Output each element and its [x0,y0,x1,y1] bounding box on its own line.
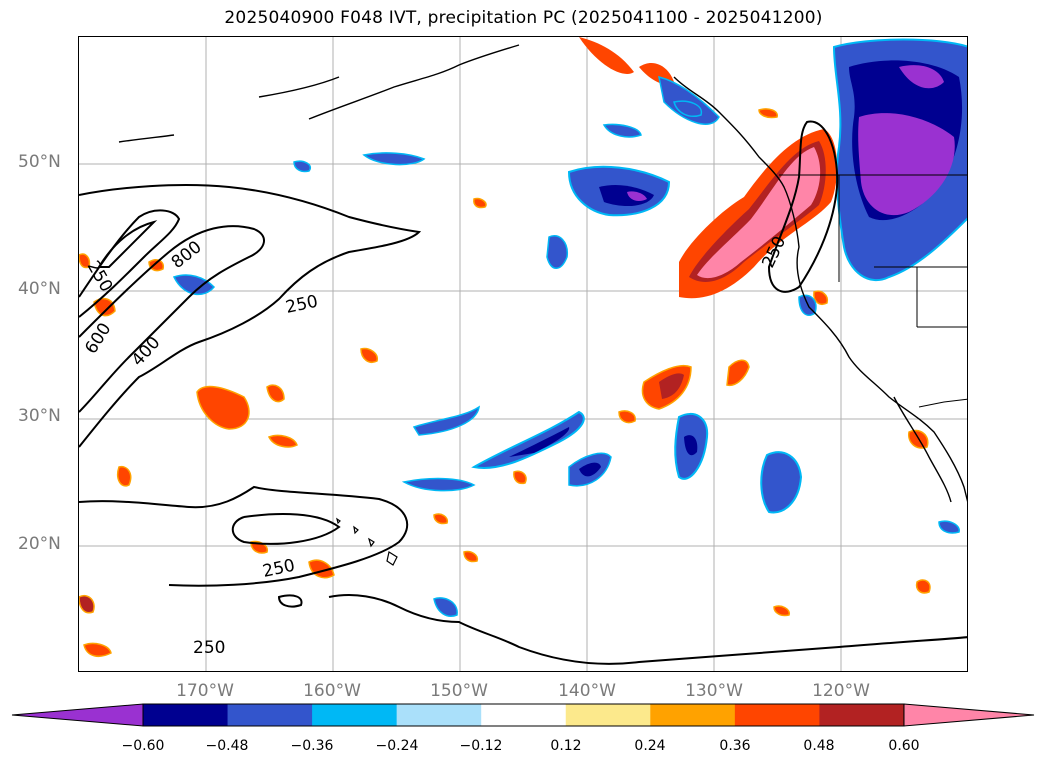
hawaii-islands [336,517,398,566]
lat-label-40n: 40°N [18,279,61,299]
lon-label-120w: 120°W [812,681,870,701]
colorbar-tick-label: 0.60 [888,738,920,754]
colorbar-tick-label: 0.24 [634,738,666,754]
colorbar-segment [143,704,229,726]
contour-label: 600 [81,320,115,358]
ivt-contours [79,120,967,665]
colorbar-frame [142,703,905,727]
contour-400 [79,225,265,413]
colorbar-extend-right [903,703,1035,727]
contour-label: 250 [193,638,225,658]
graticule [79,37,967,671]
contour-250-west [79,184,422,448]
colorbar-extend-left [11,703,144,727]
lat-label-30n: 30°N [18,406,61,426]
map-plot: 250 600 400 800 250 250 250 250 [79,37,967,671]
coastline-baja [893,396,952,503]
map-title: 2025040900 F048 IVT, precipitation PC (2… [224,8,823,28]
colorbar-segments [11,703,1035,727]
lon-label-160w: 160°W [303,681,361,701]
lat-label-50n: 50°N [18,152,61,172]
contour-250-subtropical [79,485,409,587]
colorbar-segment [227,704,313,726]
lon-label-170w: 170°W [176,681,234,701]
colorbar [11,703,1035,727]
colorbar-tick-label: −0.48 [205,738,249,754]
contour-800 [97,220,158,268]
lon-label-130w: 130°W [685,681,743,701]
colorbar-segment [565,704,651,726]
colorbar-segment [734,704,820,726]
colorbar-segment [481,704,567,726]
colorbar-segment [396,704,482,726]
colorbar-segment [312,704,398,726]
colorbar-tick-label: 0.36 [719,738,751,754]
contour-label: 250 [284,292,320,318]
colorbar-segment [650,704,736,726]
map-panel: 250 600 400 800 250 250 250 250 [78,36,968,672]
negative-precip-shading [172,38,967,617]
contour-250-south [328,594,967,665]
colorbar-tick-label: −0.24 [375,738,419,754]
contour-250-pacific-northwest [767,120,839,293]
lon-label-150w: 150°W [430,681,488,701]
contour-250-small-loop [277,594,303,608]
colorbar-tick-label: −0.60 [121,738,165,754]
colorbar-tick-label: 0.48 [803,738,835,754]
lat-label-20n: 20°N [18,534,61,554]
borders [779,174,967,408]
coastline-alaska [118,44,520,143]
contour-label: 800 [168,237,206,273]
colorbar-segment [819,704,905,726]
border-us-mexico [918,398,967,408]
colorbar-tick-label: 0.12 [550,738,582,754]
lon-label-140w: 140°W [558,681,616,701]
colorbar-tick-label: −0.12 [459,738,503,754]
colorbar-tick-label: −0.36 [290,738,334,754]
